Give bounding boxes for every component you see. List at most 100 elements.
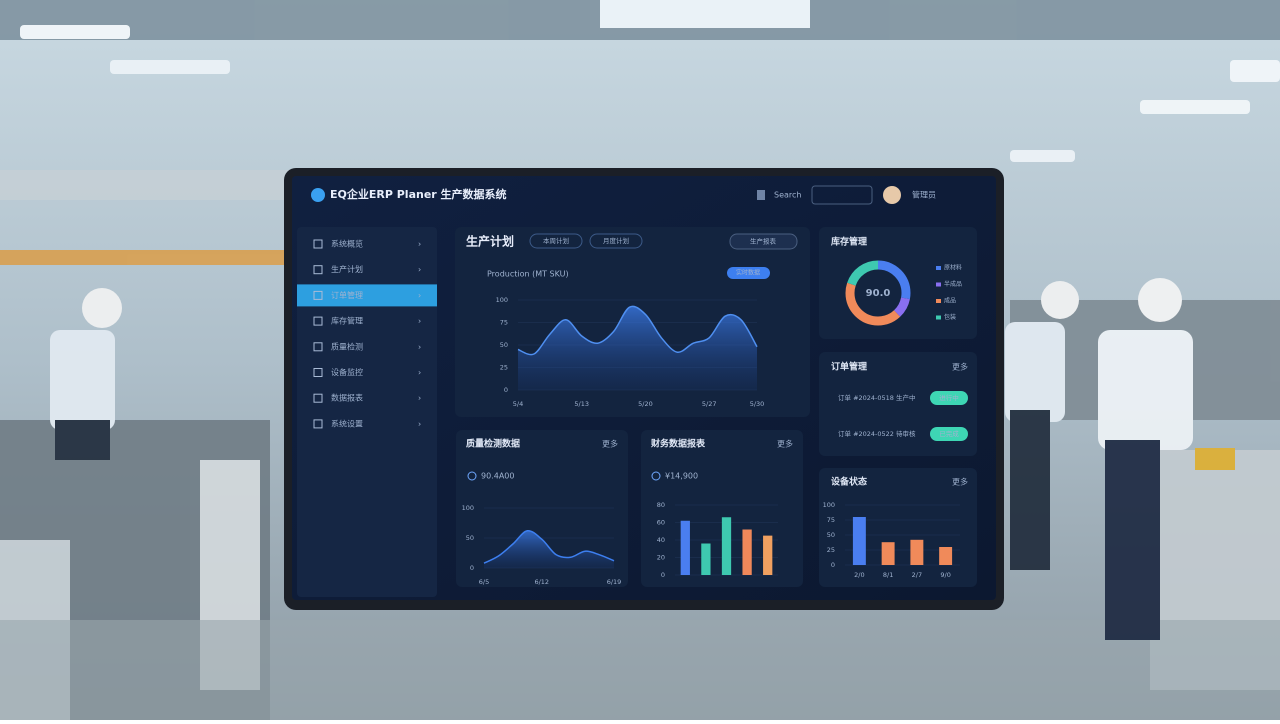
menu-item[interactable]: 系统概览 bbox=[331, 239, 363, 249]
x-tick-label: 6/19 bbox=[607, 578, 622, 586]
y-tick-label: 50 bbox=[500, 341, 508, 349]
legend-swatch bbox=[936, 266, 941, 270]
y-tick-label: 40 bbox=[657, 536, 665, 544]
user-name[interactable]: 管理员 bbox=[912, 190, 936, 200]
line bbox=[517, 305, 758, 356]
bar bbox=[881, 542, 895, 565]
logo bbox=[311, 188, 325, 202]
search-box[interactable] bbox=[811, 185, 873, 205]
menu-icon bbox=[313, 316, 323, 326]
line bbox=[483, 530, 615, 564]
x-tick-label: 5/30 bbox=[750, 400, 765, 408]
tab[interactable] bbox=[529, 233, 583, 249]
more-link[interactable]: 更多 bbox=[952, 477, 968, 487]
menu-arrow: › bbox=[418, 317, 421, 326]
search-label[interactable]: Search bbox=[774, 191, 801, 200]
legend-swatch bbox=[936, 299, 941, 303]
donut-segment bbox=[845, 260, 911, 326]
y-tick-label: 20 bbox=[657, 554, 665, 562]
action-label: 生产报表 bbox=[750, 237, 777, 246]
menu-arrow: › bbox=[418, 240, 421, 249]
x-tick-label: 5/13 bbox=[574, 400, 589, 408]
status-label: 已完成 bbox=[939, 429, 959, 438]
bar bbox=[742, 529, 752, 575]
y-tick-label: 50 bbox=[466, 534, 474, 542]
panel-title: 订单管理 bbox=[831, 361, 867, 373]
donut-center: 90.0 bbox=[866, 288, 891, 299]
y-tick-label: 100 bbox=[462, 504, 474, 512]
sidebar bbox=[297, 227, 437, 597]
y-tick-label: 0 bbox=[504, 386, 508, 394]
menu-item[interactable]: 订单管理 bbox=[331, 290, 363, 300]
menu-item[interactable]: 库存管理 bbox=[331, 316, 363, 326]
legend-swatch bbox=[936, 282, 941, 287]
menu-icon bbox=[313, 342, 323, 352]
panel-title: 质量检测数据 bbox=[466, 438, 520, 450]
menu-arrow: › bbox=[418, 419, 421, 428]
bar bbox=[852, 517, 866, 565]
legend-swatch bbox=[936, 315, 941, 320]
x-tick-label: 2/0 bbox=[854, 571, 864, 579]
menu-arrow: › bbox=[418, 394, 421, 403]
legend-label: 原材料 bbox=[944, 264, 962, 272]
more-link[interactable]: 更多 bbox=[602, 439, 618, 449]
legend-label: 半成品 bbox=[944, 280, 962, 288]
menu-item[interactable]: 数据报表 bbox=[331, 393, 363, 403]
bar bbox=[701, 543, 711, 575]
tab[interactable] bbox=[589, 233, 643, 249]
order-text: 订单 #2024-0518 生产中 bbox=[838, 393, 916, 402]
avatar[interactable] bbox=[883, 186, 901, 204]
headline-icon bbox=[467, 471, 477, 481]
panel-title: 设备状态 bbox=[831, 476, 867, 488]
y-tick-label: 100 bbox=[496, 296, 508, 304]
menu-item[interactable]: 生产计划 bbox=[331, 264, 363, 274]
y-tick-label: 25 bbox=[827, 546, 835, 554]
panel-title: 库存管理 bbox=[831, 236, 867, 248]
donut-segment bbox=[845, 260, 911, 326]
x-tick-label: 5/27 bbox=[702, 400, 717, 408]
menu-item[interactable]: 质量检测 bbox=[331, 341, 363, 351]
app-title: EQ企业ERP Planer 生产数据系统 bbox=[330, 187, 507, 201]
bar bbox=[763, 535, 773, 575]
menu-arrow: › bbox=[418, 368, 421, 377]
menu-active bbox=[297, 284, 437, 307]
panel-title: 生产计划 bbox=[466, 234, 514, 249]
menu-icon bbox=[313, 265, 323, 275]
y-tick-label: 75 bbox=[827, 516, 835, 524]
y-tick-label: 0 bbox=[661, 571, 665, 579]
bar bbox=[939, 547, 953, 565]
y-tick-label: 0 bbox=[470, 564, 474, 572]
y-tick-label: 100 bbox=[823, 501, 835, 509]
x-tick-label: 9/0 bbox=[940, 571, 950, 579]
headline-icon bbox=[651, 471, 661, 481]
status-button[interactable] bbox=[930, 427, 968, 441]
y-tick-label: 50 bbox=[827, 531, 835, 539]
x-tick-label: 2/7 bbox=[912, 571, 922, 579]
menu-icon bbox=[313, 290, 323, 300]
headline: ¥14,900 bbox=[665, 472, 698, 481]
menu-arrow: › bbox=[418, 291, 421, 300]
menu-item[interactable]: 系统设置 bbox=[331, 418, 363, 428]
legend-label: 成品 bbox=[944, 297, 956, 305]
more-link[interactable]: 更多 bbox=[952, 362, 968, 372]
menu-item[interactable]: 设备监控 bbox=[331, 367, 363, 377]
bar bbox=[680, 520, 690, 575]
bar bbox=[721, 517, 732, 575]
y-tick-label: 0 bbox=[831, 561, 835, 569]
badge-label: 实时数据 bbox=[736, 269, 760, 277]
menu-icon bbox=[313, 368, 323, 377]
action-button[interactable] bbox=[729, 233, 798, 250]
x-tick-label: 8/1 bbox=[883, 571, 893, 579]
area bbox=[484, 530, 614, 568]
x-tick-label: 6/12 bbox=[534, 578, 549, 586]
more-link[interactable]: 更多 bbox=[777, 439, 793, 449]
status-label: 进行中 bbox=[939, 393, 959, 402]
panel bbox=[456, 430, 628, 587]
x-tick-label: 5/20 bbox=[638, 400, 653, 408]
y-tick-label: 25 bbox=[500, 364, 508, 372]
area bbox=[518, 306, 757, 390]
status-button[interactable] bbox=[930, 391, 968, 405]
panel-title: 财务数据报表 bbox=[650, 438, 706, 450]
x-tick-label: 6/5 bbox=[479, 578, 489, 586]
